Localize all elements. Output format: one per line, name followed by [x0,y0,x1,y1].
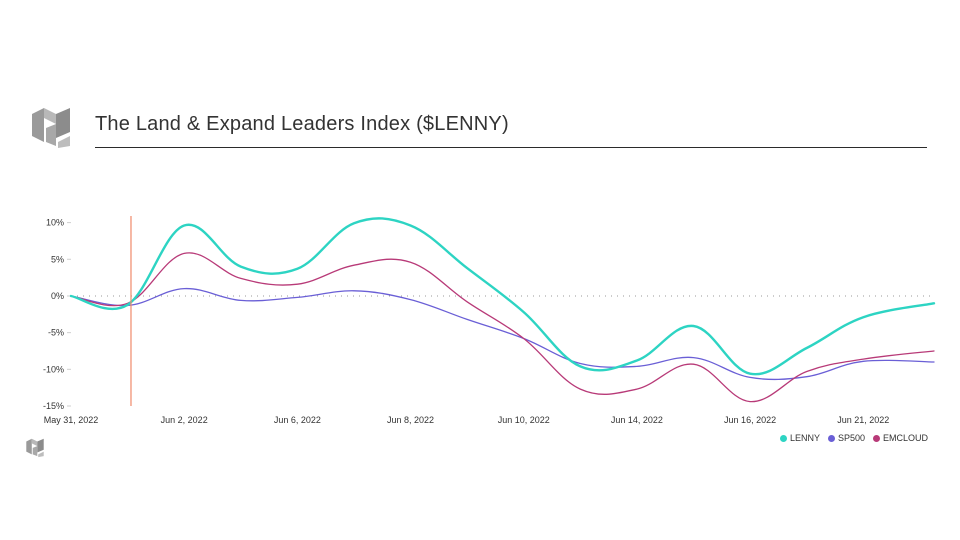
page-title: The Land & Expand Leaders Index ($LENNY) [95,113,509,135]
y-tick-label: 5% [51,254,64,264]
x-tick-label: Jun 14, 2022 [611,415,663,425]
legend-label-lenny: LENNY [789,433,820,443]
series-line-emcloud [70,252,935,403]
series-layer [69,217,936,403]
series-line-sp500 [70,287,935,381]
chart-legend: LENNY SP500 EMCLOUD [779,433,928,443]
brand-logo-icon [32,108,70,148]
y-tick-label: 0% [51,291,64,301]
legend-dot-lenny [779,434,787,442]
x-axis: May 31, 2022 Jun 2, 2022 Jun 6, 2022 Jun 8,… [44,415,890,425]
y-tick-label: -10% [43,364,64,374]
brand-logo-small-icon [26,438,44,458]
legend-label-sp500: SP500 [837,433,865,443]
x-tick-label: Jun 16, 2022 [724,415,776,425]
x-tick-label: Jun 8, 2022 [387,415,434,425]
y-tick-label: -15% [43,401,64,411]
x-tick-label: Jun 2, 2022 [161,415,208,425]
legend-item-sp500[interactable]: SP500 [827,433,865,443]
legend-item-lenny[interactable]: LENNY [779,433,820,443]
x-tick-label: May 31, 2022 [44,415,99,425]
y-tick-label: 10% [46,218,64,228]
legend-label-emcloud: EMCLOUD [882,433,928,443]
x-tick-label: Jun 21, 2022 [837,415,889,425]
y-tick-label: -5% [48,328,64,338]
x-tick-label: Jun 10, 2022 [498,415,550,425]
legend-dot-sp500 [827,434,835,442]
title-divider [95,147,927,148]
y-axis: 10% 5% 0% -5% -10% -15% [43,218,71,411]
legend-dot-emcloud [872,434,880,442]
x-tick-label: Jun 6, 2022 [274,415,321,425]
legend-item-emcloud[interactable]: EMCLOUD [872,433,928,443]
series-line-lenny [69,217,936,376]
